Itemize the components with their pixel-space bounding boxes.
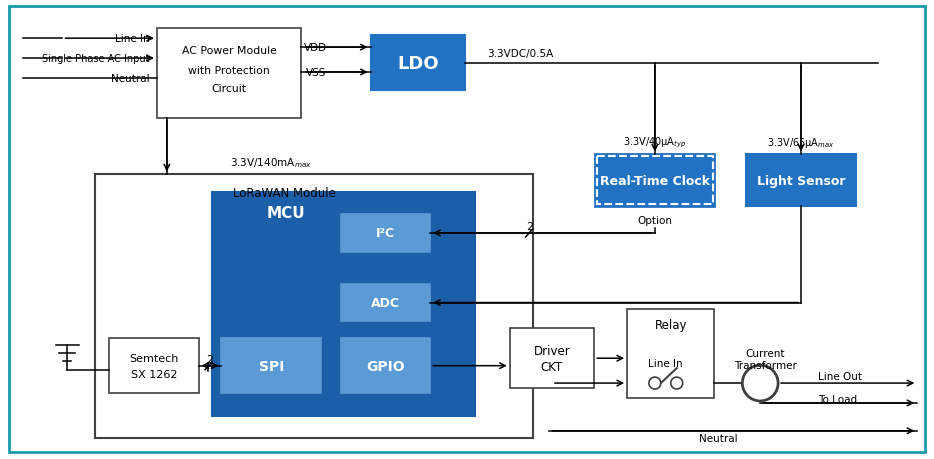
Text: 3.3V/140mA$_{max}$: 3.3V/140mA$_{max}$	[230, 156, 312, 170]
Bar	[341, 339, 431, 393]
Text: LDO: LDO	[397, 55, 439, 73]
Bar	[157, 29, 301, 118]
Text: VDD: VDD	[304, 43, 328, 53]
Text: To Load: To Load	[818, 394, 857, 404]
Bar	[95, 175, 532, 438]
Bar	[341, 284, 431, 322]
Text: 2: 2	[206, 354, 214, 364]
Text: Neutral: Neutral	[111, 74, 150, 84]
Bar	[510, 329, 594, 388]
Bar	[597, 157, 713, 205]
Text: GPIO: GPIO	[366, 359, 404, 373]
Text: Neutral: Neutral	[700, 433, 738, 443]
Bar	[221, 339, 321, 393]
Text: Single Phase AC Input: Single Phase AC Input	[42, 54, 150, 64]
Text: Semtech: Semtech	[129, 353, 178, 363]
Text: 3.3V/65μA$_{max}$: 3.3V/65μA$_{max}$	[767, 135, 835, 149]
Text: 2: 2	[526, 222, 533, 231]
Text: SPI: SPI	[259, 359, 284, 373]
Bar	[109, 339, 199, 393]
Text: VSS: VSS	[305, 68, 326, 78]
Text: Line In: Line In	[648, 358, 683, 369]
Bar	[212, 193, 475, 416]
Text: SX 1262: SX 1262	[131, 369, 177, 379]
Text: Light Sensor: Light Sensor	[757, 174, 845, 187]
Text: Current: Current	[745, 348, 785, 358]
Text: Line In: Line In	[115, 34, 150, 44]
Bar	[371, 36, 465, 90]
Text: ADC: ADC	[371, 297, 400, 309]
Bar	[595, 155, 715, 207]
Text: 3.3V/40μA$_{typ}$: 3.3V/40μA$_{typ}$	[623, 135, 686, 150]
Bar	[341, 215, 431, 252]
Text: MCU: MCU	[267, 205, 305, 220]
Bar	[746, 155, 856, 207]
Text: Relay: Relay	[655, 318, 687, 331]
Text: Real-Time Clock: Real-Time Clock	[600, 174, 710, 187]
Text: 3.3VDC/0.5A: 3.3VDC/0.5A	[487, 49, 553, 59]
Text: Circuit: Circuit	[211, 84, 247, 94]
Text: Driver: Driver	[533, 344, 571, 357]
Text: I²C: I²C	[375, 227, 395, 240]
Text: with Protection: with Protection	[188, 66, 270, 76]
Text: Option: Option	[637, 216, 672, 225]
Text: CKT: CKT	[541, 360, 563, 373]
Text: Line Out: Line Out	[818, 371, 862, 381]
Text: LoRaWAN Module: LoRaWAN Module	[233, 186, 335, 199]
Text: Transformer: Transformer	[734, 360, 797, 370]
Text: AC Power Module: AC Power Module	[181, 46, 276, 56]
Bar	[627, 309, 715, 398]
